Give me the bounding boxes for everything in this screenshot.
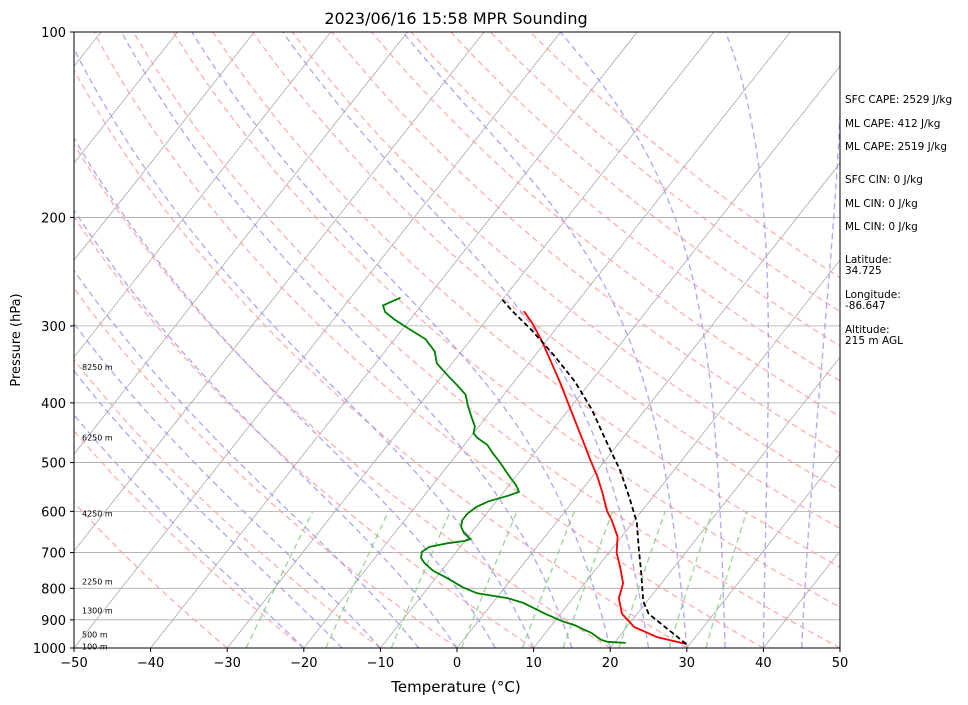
moist-adiabat: [282, 32, 650, 648]
altitude-label: Altitude: 215 m AGL: [845, 324, 903, 347]
mixing-ratio-line: [325, 511, 390, 648]
mixing-ratio-line: [618, 511, 666, 648]
moist-adiabat: [74, 208, 458, 648]
y-tick-label: 200: [41, 211, 66, 226]
y-tick-label: 500: [41, 457, 66, 472]
isotherm: [226, 32, 715, 648]
isotherm: [380, 65, 840, 648]
moist-adiabat: [724, 32, 770, 648]
moist-adiabat: [74, 136, 496, 648]
x-axis: −50 −40 −30 −20 −10 0 10 20 30 40 50: [60, 648, 848, 671]
height-labels: 8250 m 6250 m 4250 m 2250 m 1300 m 500 m 100 m: [82, 363, 113, 652]
x-tick-label: −10: [367, 656, 394, 671]
height-label: 4250 m: [82, 510, 113, 519]
isotherm: [150, 32, 638, 648]
x-tick-label: −20: [290, 656, 317, 671]
mixing-ratio-line: [390, 511, 452, 648]
y-tick-label: 300: [41, 320, 66, 335]
y-tick-label: 700: [41, 547, 66, 562]
background-grid: [74, 32, 840, 648]
isotherm: [74, 32, 485, 552]
dry-adiabat: [74, 68, 688, 648]
isotherm: [456, 162, 840, 648]
data-traces: [381, 296, 687, 645]
x-tick-label: 10: [525, 656, 542, 671]
height-label: 100 m: [82, 643, 108, 652]
dry-adiabat: [370, 32, 840, 418]
height-label: 1300 m: [82, 607, 113, 616]
dry-adiabat: [291, 32, 840, 492]
sfc-cin-label: SFC CIN: 0 J/kg: [845, 174, 923, 186]
isotherm: [74, 32, 408, 455]
y-axis: 100 200 300 400 500 600 700 800 900 1000: [33, 26, 74, 657]
x-tick-label: 20: [602, 656, 619, 671]
mixing-ratio-line: [461, 511, 518, 648]
x-tick-label: 40: [755, 656, 772, 671]
height-label: 500 m: [82, 630, 108, 639]
ml-cape-label-2: ML CAPE: 2519 J/kg: [845, 141, 948, 153]
mixing-ratio-line: [562, 511, 614, 648]
chart-title: 2023/06/16 15:58 MPR Sounding: [324, 9, 587, 28]
height-label: 2250 m: [82, 578, 113, 587]
x-tick-label: 0: [453, 656, 461, 671]
moist-adiabat: [74, 369, 343, 648]
dry-adiabat: [529, 32, 840, 279]
isotherm: [609, 356, 840, 648]
height-label: 8250 m: [82, 363, 113, 372]
y-tick-label: 1000: [33, 642, 66, 657]
x-tick-label: 30: [679, 656, 696, 671]
latitude-label: Latitude: 34.725: [845, 254, 892, 277]
y-tick-label: 600: [41, 505, 66, 520]
moist-adiabat: [559, 32, 726, 648]
mixing-ratio-line: [668, 511, 713, 648]
isotherm: [303, 32, 791, 648]
dry-adiabat: [251, 32, 840, 530]
moist-adiabat: [74, 269, 420, 648]
ml-cape-label-1: ML CAPE: 412 J/kg: [845, 118, 941, 130]
height-label: 6250 m: [82, 433, 113, 442]
dry-adiabat: [490, 32, 840, 313]
mixing-ratio-line: [521, 511, 575, 648]
y-tick-label: 100: [41, 26, 66, 41]
y-tick-label: 400: [41, 397, 66, 412]
parcel-trace: [501, 299, 687, 645]
dewpoint-trace: [381, 296, 626, 644]
dry-adiabat: [74, 287, 458, 648]
x-tick-label: −50: [60, 656, 87, 671]
moist-adiabat: [74, 47, 535, 648]
longitude-label: Longitude: -86.647: [845, 289, 901, 312]
dry-adiabat: [74, 143, 611, 648]
plot-frame: [73, 31, 841, 649]
x-tick-label: −40: [137, 656, 164, 671]
mixing-ratio-line: [705, 511, 748, 648]
ml-cin-label-2: ML CIN: 0 J/kg: [845, 221, 918, 233]
moist-adiabat: [120, 32, 573, 648]
dry-adiabat: [74, 358, 381, 648]
moist-adiabat: [191, 32, 611, 648]
x-axis-label: Temperature (°C): [390, 678, 520, 696]
dry-adiabat: [132, 32, 840, 648]
x-tick-label: −30: [213, 656, 240, 671]
mixing-ratio-line: [245, 510, 314, 648]
dry-adiabat: [331, 32, 840, 454]
x-tick-label: 50: [832, 656, 849, 671]
temperature-trace: [523, 310, 687, 645]
y-tick-label: 900: [41, 614, 66, 629]
ml-cin-label-1: ML CIN: 0 J/kg: [845, 198, 918, 210]
isotherm: [533, 259, 840, 648]
dry-adiabat: [172, 32, 840, 609]
isotherm: [74, 32, 255, 261]
sfc-cape-label: SFC CAPE: 2529 J/kg: [845, 94, 953, 106]
moist-adiabat: [801, 96, 840, 648]
isotherm: [686, 453, 840, 648]
isotherm: [74, 32, 561, 648]
isotherm: [74, 32, 332, 358]
dry-adiabat: [74, 215, 534, 648]
y-axis-label: Pressure (hPa): [9, 293, 24, 386]
moist-adiabat: [74, 413, 305, 648]
y-tick-label: 800: [41, 582, 66, 597]
isotherm: [74, 32, 178, 164]
